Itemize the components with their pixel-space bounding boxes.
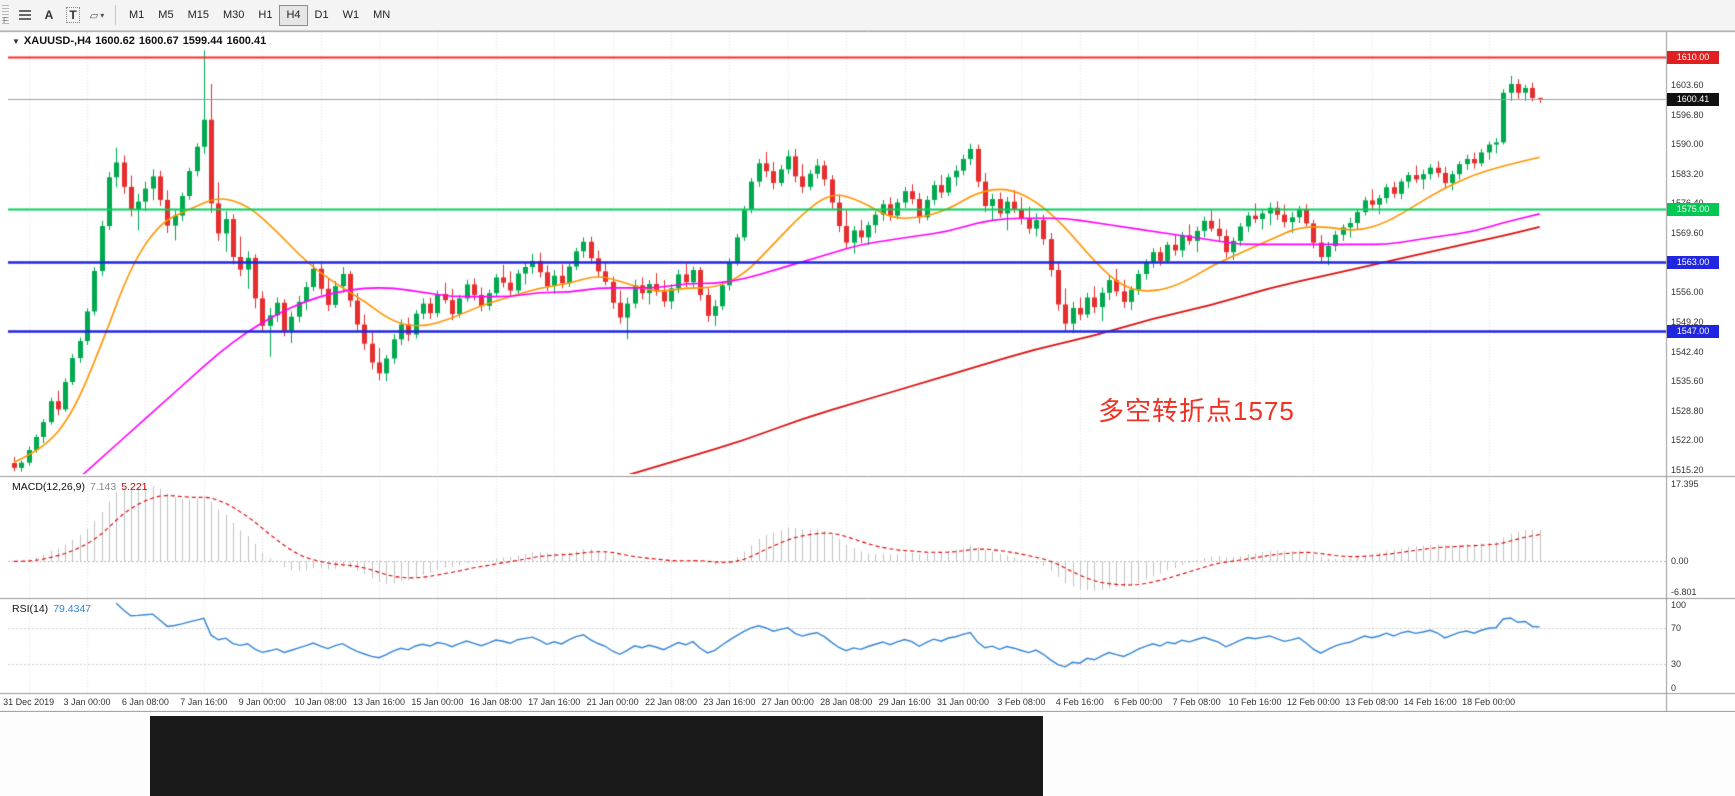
- time-axis-label: 18 Feb 00:00: [1462, 697, 1516, 707]
- time-axis-label: 4 Feb 16:00: [1055, 697, 1104, 707]
- time-axis-label: 27 Jan 00:00: [761, 697, 814, 707]
- price-badge-1575-00: 1575.00: [1667, 203, 1719, 217]
- price-axis-label: 1590.00: [1671, 139, 1704, 150]
- price-badge-1547-00: 1547.00: [1667, 325, 1719, 339]
- price-axis-label: 1535.60: [1671, 376, 1704, 387]
- macd-scale-label: -6.801: [1671, 587, 1697, 597]
- rsi-scale-label: 70: [1671, 623, 1682, 633]
- ohlc-high: 1600.67: [138, 35, 179, 47]
- rsi-scale-label: 0: [1671, 683, 1677, 693]
- time-axis-label: 17 Jan 16:00: [528, 697, 581, 707]
- hamburger-icon: [19, 8, 31, 22]
- price-axis-label: 1569.60: [1671, 228, 1704, 239]
- time-axis-label: 6 Jan 08:00: [121, 697, 169, 707]
- macd-main-value: 7.143: [89, 481, 117, 493]
- time-axis-label: 22 Jan 08:00: [644, 697, 698, 707]
- time-axis-label: 31 Jan 00:00: [936, 697, 990, 707]
- time-axis-label: 29 Jan 16:00: [878, 697, 931, 707]
- time-axis-label: 3 Feb 08:00: [997, 697, 1046, 707]
- price-badge-1610-00: 1610.00: [1667, 51, 1719, 64]
- time-axis-label: 21 Jan 00:00: [586, 697, 639, 707]
- background-window-fragment: [150, 716, 1043, 796]
- macd-scale-label: 17.395: [1671, 479, 1699, 489]
- text-tool-button[interactable]: A: [37, 4, 61, 26]
- time-axis-label: 28 Jan 08:00: [820, 697, 873, 707]
- timeframe-m5[interactable]: M5: [151, 5, 180, 26]
- timeframe-h1[interactable]: H1: [251, 5, 279, 26]
- price-axis-label: 1528.80: [1671, 405, 1704, 416]
- price-axis-label: 1556.00: [1671, 287, 1704, 298]
- timeframe-m15[interactable]: M15: [181, 5, 216, 26]
- time-axis-label: 10 Feb 16:00: [1228, 697, 1282, 707]
- price-axis-label: 1549.20: [1671, 316, 1704, 327]
- rsi-value: 79.4347: [53, 603, 92, 615]
- macd-signal-value: 5.221: [121, 481, 148, 493]
- macd-name: MACD(12,26,9): [12, 481, 85, 493]
- ohlc-open: 1600.62: [95, 35, 135, 47]
- ohlc-low: 1599.44: [182, 35, 223, 47]
- timeframe-m1[interactable]: M1: [122, 5, 151, 26]
- timeframe-d1[interactable]: D1: [308, 5, 336, 26]
- price-axis-label: 1522.00: [1671, 435, 1704, 446]
- time-axis-label: 13 Jan 16:00: [352, 697, 406, 707]
- time-axis-label: 3 Jan 00:00: [63, 697, 111, 707]
- price-axis-label: 1576.40: [1671, 198, 1704, 208]
- shapes-icon: ▱: [89, 9, 99, 22]
- time-axis-label: 23 Jan 16:00: [703, 697, 756, 707]
- timeframe-m30[interactable]: M30: [216, 5, 251, 26]
- time-axis-label: 31 Dec 2019: [3, 697, 55, 707]
- time-axis-label: 6 Feb 00:00: [1114, 697, 1163, 707]
- price-axis-label: 1542.40: [1671, 346, 1704, 357]
- toolbar-grip[interactable]: [2, 5, 9, 25]
- ohlc-close: 1600.41: [226, 35, 267, 47]
- chart-symbol-period: XAUUSD-,H4: [23, 35, 92, 47]
- main-toolbar: F A T ▱ ▾ M1 M5 M15 M30 H1 H4 D1 W1 MN: [0, 0, 1735, 31]
- expand-triangle-icon[interactable]: ▼: [12, 37, 20, 46]
- macd-scale-label: 0.00: [1671, 556, 1689, 567]
- time-axis-label: 7 Jan 16:00: [180, 697, 228, 707]
- time-axis-label: 9 Jan 00:00: [238, 697, 286, 707]
- textbox-tool-label: T: [66, 7, 80, 23]
- time-axis-label: 7 Feb 08:00: [1172, 697, 1221, 707]
- chart-annotation-text: 多空转折点1575: [1098, 396, 1295, 426]
- time-axis-label: 12 Feb 00:00: [1286, 697, 1340, 707]
- time-axis-label: 16 Jan 08:00: [469, 697, 522, 707]
- price-axis-label: 1583.20: [1671, 168, 1704, 179]
- menu-icon[interactable]: [13, 4, 37, 26]
- rsi-scale-label: 30: [1671, 659, 1682, 669]
- rsi-scale-label: 100: [1671, 600, 1687, 610]
- time-axis-label: 14 Feb 16:00: [1403, 697, 1457, 707]
- chart-title: ▼ XAUUSD-,H4 1600.62 1600.67 1599.44 1600.41: [12, 35, 270, 47]
- timeframe-h4[interactable]: H4: [279, 4, 308, 26]
- price-chart-canvas[interactable]: [0, 0, 1735, 712]
- price-axis-label: 1515.20: [1671, 465, 1704, 476]
- time-axis-label: 10 Jan 08:00: [294, 697, 347, 707]
- price-badge-1563-00: 1563.00: [1667, 255, 1719, 269]
- price-axis-label: 1603.60: [1671, 79, 1704, 90]
- timeframe-w1[interactable]: W1: [336, 5, 367, 26]
- price-badge-1600-41: 1600.41: [1667, 92, 1719, 106]
- time-axis-label: 13 Feb 08:00: [1345, 697, 1399, 707]
- rsi-indicator-label: RSI(14) 79.4347: [12, 603, 91, 615]
- toolbar-separator: [115, 5, 116, 25]
- rsi-name: RSI(14): [12, 603, 49, 615]
- chevron-down-icon: ▾: [100, 10, 105, 20]
- textbox-tool-button[interactable]: T: [61, 4, 85, 26]
- time-axis-label: 15 Jan 00:00: [411, 697, 464, 707]
- shapes-dropdown-button[interactable]: ▱ ▾: [85, 4, 109, 26]
- timeframe-group: M1 M5 M15 M30 H1 H4 D1 W1 MN: [122, 4, 397, 26]
- price-axis-label: 1596.80: [1671, 109, 1704, 120]
- desktop-area: [0, 712, 1735, 796]
- macd-indicator-label: MACD(12,26,9) 7.143 5.221: [12, 481, 148, 493]
- timeframe-mn[interactable]: MN: [366, 5, 397, 26]
- toolbar-grip-label: F: [3, 16, 8, 25]
